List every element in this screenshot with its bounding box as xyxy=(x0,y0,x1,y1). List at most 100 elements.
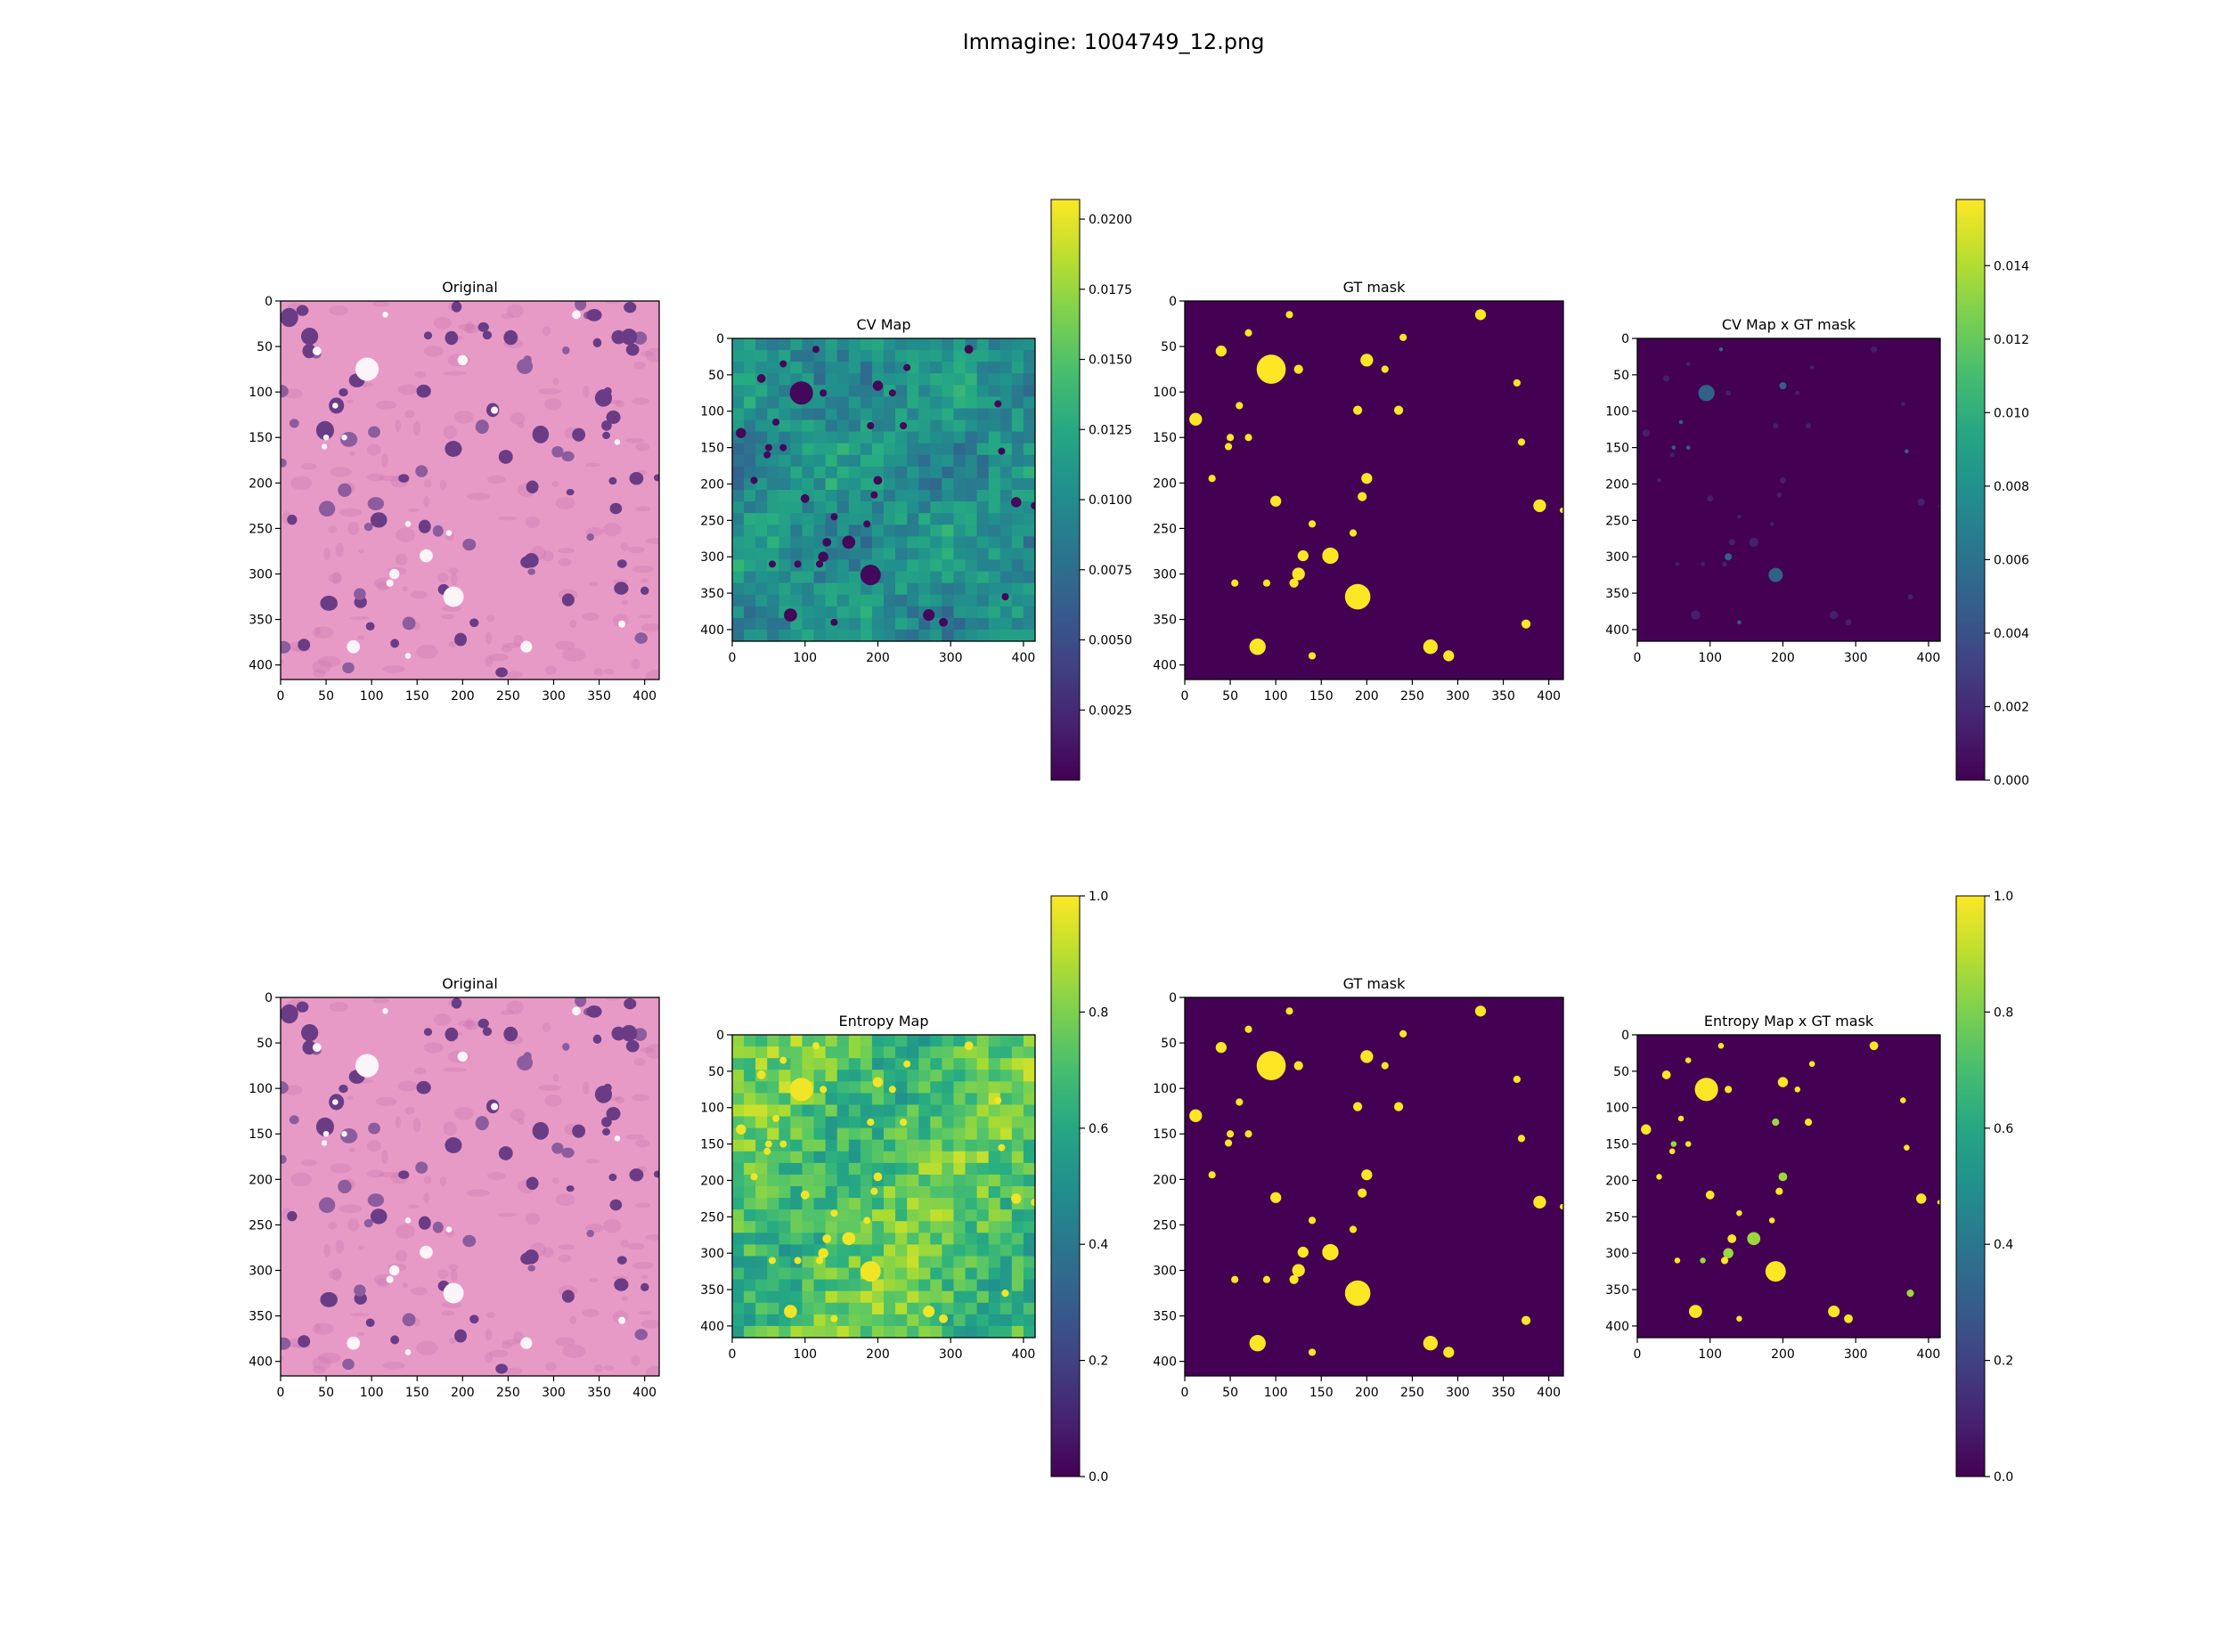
heatmap-cell xyxy=(802,571,815,584)
colorbar-tick-label: 0.0200 xyxy=(1089,213,1132,227)
heatmap-cell xyxy=(755,1116,768,1129)
heatmap-blob xyxy=(1011,1193,1022,1204)
heatmap-cell xyxy=(895,1174,908,1187)
heatmap-cell xyxy=(965,431,978,444)
heatmap-cell xyxy=(884,1058,896,1070)
panel-title: GT mask xyxy=(1343,279,1406,296)
heatmap-cell xyxy=(895,454,908,468)
nucleus xyxy=(634,632,648,644)
heatmap-cell xyxy=(918,1325,931,1338)
heatmap-cell xyxy=(930,350,942,362)
heatmap-cell xyxy=(1023,606,1035,619)
heatmap-cell xyxy=(999,1244,1013,1257)
heatmap-cell xyxy=(744,501,756,514)
heatmap-cell xyxy=(755,1186,768,1199)
nucleus xyxy=(495,667,508,678)
vacuole xyxy=(614,1135,621,1142)
mask-blob xyxy=(1349,1225,1358,1233)
x-tick-label: 100 xyxy=(360,689,384,704)
heatmap-cell xyxy=(953,431,967,444)
heatmap-cell xyxy=(1011,571,1024,584)
heatmap-cell xyxy=(918,571,931,584)
heatmap-cell xyxy=(813,1151,827,1164)
nucleus xyxy=(454,632,467,647)
heatmap-cell xyxy=(836,1081,850,1094)
y-tick-label: 300 xyxy=(700,550,724,565)
x-tick-label: 200 xyxy=(1771,1347,1795,1362)
heatmap-cell xyxy=(732,559,745,573)
y-tick-label: 50 xyxy=(1613,369,1629,383)
heatmap-cell xyxy=(836,1139,850,1152)
eosin-texture xyxy=(416,644,438,659)
nucleus xyxy=(368,1122,380,1135)
nucleus xyxy=(281,385,289,398)
heatmap-blob xyxy=(768,560,776,568)
y-tick-label: 150 xyxy=(249,431,273,445)
heatmap-cell xyxy=(813,1325,827,1338)
heatmap-cell xyxy=(1023,594,1035,607)
mask-blob xyxy=(1289,1274,1299,1284)
eosin-texture xyxy=(497,516,518,521)
heatmap-cell xyxy=(895,1256,908,1269)
heatmap-cell xyxy=(802,1209,815,1222)
vacuole xyxy=(572,310,581,320)
heatmap-cell xyxy=(755,525,768,537)
heatmap-cell xyxy=(953,559,967,573)
nucleus xyxy=(338,1179,352,1193)
heatmap-cell xyxy=(942,466,955,479)
nucleus xyxy=(315,420,334,440)
eosin-texture xyxy=(584,1159,600,1164)
heatmap-blob xyxy=(863,520,871,528)
heatmap-cell xyxy=(884,466,896,479)
y-tick-label: 300 xyxy=(249,1264,273,1278)
heatmap-cell xyxy=(813,477,827,491)
heatmap-cell xyxy=(942,1058,955,1070)
heatmap-cell xyxy=(825,1139,838,1152)
heatmap-cell xyxy=(825,385,838,397)
heatmap-cell xyxy=(790,1267,804,1281)
eosin-texture xyxy=(350,615,370,621)
heatmap-cell xyxy=(802,477,815,491)
mask-background xyxy=(1185,997,1563,1376)
mask-blob xyxy=(1663,375,1670,382)
heatmap-cell xyxy=(790,1162,804,1176)
x-tick-label: 200 xyxy=(451,1386,475,1400)
y-tick-label: 350 xyxy=(1153,1310,1177,1324)
heatmap-cell xyxy=(1023,431,1035,444)
heatmap-cell xyxy=(930,338,942,351)
heatmap-cell xyxy=(999,629,1013,641)
x-tick-label: 400 xyxy=(632,689,657,704)
heatmap-cell xyxy=(999,1256,1013,1269)
heatmap-cell xyxy=(767,1070,779,1082)
x-tick-label: 400 xyxy=(632,1386,657,1400)
heatmap-cell xyxy=(965,1081,978,1094)
heatmap-cell xyxy=(744,1127,756,1141)
eosin-texture xyxy=(584,462,600,468)
heatmap-cell xyxy=(976,373,990,386)
heatmap-cell xyxy=(907,1290,919,1304)
nucleus xyxy=(475,419,489,435)
heatmap-cell xyxy=(988,629,1001,641)
heatmap-cell xyxy=(918,1151,931,1164)
eosin-texture xyxy=(404,1106,415,1115)
heatmap-cell xyxy=(965,1279,978,1292)
heatmap-cell xyxy=(953,571,967,584)
heatmap-cell xyxy=(965,419,978,433)
heatmap-cell xyxy=(999,548,1013,561)
heatmap-cell xyxy=(732,466,745,479)
heatmap-cell xyxy=(907,1267,919,1281)
heatmap-cell xyxy=(732,1209,745,1222)
heatmap-cell xyxy=(999,1325,1013,1338)
heatmap-blob xyxy=(822,1233,832,1243)
mask-blob xyxy=(1773,423,1779,428)
heatmap-cell xyxy=(732,338,745,351)
heatmap-cell xyxy=(779,1093,791,1106)
heatmap-blob xyxy=(779,360,787,368)
y-tick-label: 250 xyxy=(1153,1218,1177,1233)
heatmap-cell xyxy=(884,617,896,631)
heatmap-cell xyxy=(732,1314,745,1327)
eosin-texture xyxy=(620,1239,629,1248)
heatmap-cell xyxy=(907,536,919,549)
heatmap-cell xyxy=(860,594,873,607)
heatmap-cell xyxy=(744,1162,756,1176)
